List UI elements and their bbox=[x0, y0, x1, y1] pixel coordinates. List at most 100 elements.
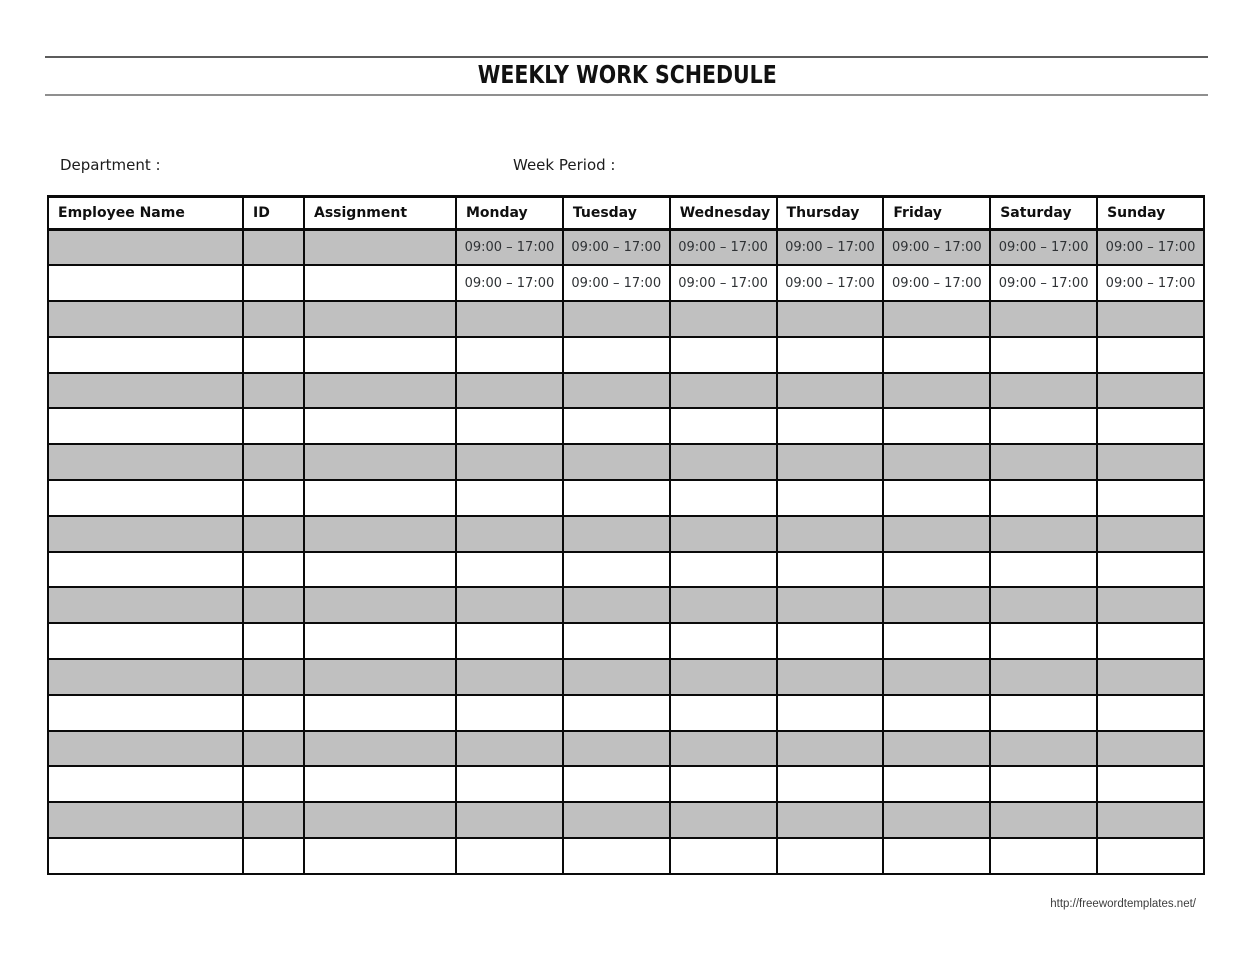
assignment-cell[interactable] bbox=[303, 335, 457, 374]
time-cell[interactable] bbox=[455, 801, 564, 840]
time-cell[interactable] bbox=[1096, 300, 1205, 338]
time-cell[interactable] bbox=[1096, 443, 1205, 482]
employee-name-cell[interactable] bbox=[47, 837, 244, 875]
time-cell[interactable] bbox=[561, 658, 671, 696]
time-cell[interactable] bbox=[561, 837, 671, 875]
time-cell[interactable] bbox=[989, 371, 1099, 410]
employee-name-cell[interactable] bbox=[47, 479, 244, 517]
time-cell[interactable]: 09:00 – 17:00 bbox=[455, 264, 564, 303]
time-cell[interactable] bbox=[1096, 729, 1205, 768]
time-cell[interactable] bbox=[1096, 335, 1205, 374]
time-cell[interactable] bbox=[668, 335, 778, 374]
time-cell[interactable] bbox=[989, 514, 1099, 553]
id-cell[interactable] bbox=[242, 407, 305, 446]
time-cell[interactable] bbox=[989, 765, 1099, 804]
time-cell[interactable] bbox=[775, 729, 885, 768]
time-cell[interactable]: 09:00 – 17:00 bbox=[775, 228, 885, 267]
time-cell[interactable]: 09:00 – 17:00 bbox=[561, 228, 671, 267]
time-cell[interactable] bbox=[1096, 693, 1205, 732]
employee-name-cell[interactable] bbox=[47, 514, 244, 553]
time-cell[interactable] bbox=[561, 335, 671, 374]
id-cell[interactable] bbox=[242, 300, 305, 338]
time-cell[interactable] bbox=[561, 300, 671, 338]
assignment-cell[interactable] bbox=[303, 658, 457, 696]
time-cell[interactable] bbox=[561, 586, 671, 625]
id-cell[interactable] bbox=[242, 228, 305, 267]
time-cell[interactable] bbox=[775, 479, 885, 517]
time-cell[interactable] bbox=[561, 371, 671, 410]
id-cell[interactable] bbox=[242, 335, 305, 374]
time-cell[interactable] bbox=[775, 407, 885, 446]
assignment-cell[interactable] bbox=[303, 300, 457, 338]
time-cell[interactable] bbox=[561, 479, 671, 517]
time-cell[interactable] bbox=[455, 837, 564, 875]
time-cell[interactable] bbox=[455, 765, 564, 804]
time-cell[interactable] bbox=[668, 801, 778, 840]
id-cell[interactable] bbox=[242, 443, 305, 482]
time-cell[interactable] bbox=[455, 622, 564, 661]
id-cell[interactable] bbox=[242, 550, 305, 589]
id-cell[interactable] bbox=[242, 586, 305, 625]
time-cell[interactable] bbox=[455, 693, 564, 732]
time-cell[interactable] bbox=[989, 550, 1099, 589]
time-cell[interactable]: 09:00 – 17:00 bbox=[882, 264, 992, 303]
time-cell[interactable] bbox=[882, 693, 992, 732]
id-cell[interactable] bbox=[242, 264, 305, 303]
time-cell[interactable] bbox=[882, 729, 992, 768]
footer-url-link[interactable]: http://freewordtemplates.net/ bbox=[1050, 898, 1196, 910]
employee-name-cell[interactable] bbox=[47, 407, 244, 446]
time-cell[interactable] bbox=[668, 658, 778, 696]
time-cell[interactable] bbox=[989, 443, 1099, 482]
time-cell[interactable]: 09:00 – 17:00 bbox=[1096, 228, 1205, 267]
time-cell[interactable] bbox=[882, 335, 992, 374]
time-cell[interactable] bbox=[455, 658, 564, 696]
time-cell[interactable] bbox=[1096, 801, 1205, 840]
time-cell[interactable]: 09:00 – 17:00 bbox=[1096, 264, 1205, 303]
time-cell[interactable] bbox=[989, 658, 1099, 696]
time-cell[interactable] bbox=[882, 407, 992, 446]
time-cell[interactable] bbox=[455, 514, 564, 553]
time-cell[interactable] bbox=[668, 407, 778, 446]
time-cell[interactable] bbox=[882, 586, 992, 625]
time-cell[interactable] bbox=[775, 550, 885, 589]
time-cell[interactable] bbox=[989, 479, 1099, 517]
employee-name-cell[interactable] bbox=[47, 550, 244, 589]
time-cell[interactable] bbox=[882, 622, 992, 661]
time-cell[interactable] bbox=[561, 514, 671, 553]
id-cell[interactable] bbox=[242, 765, 305, 804]
time-cell[interactable] bbox=[455, 586, 564, 625]
employee-name-cell[interactable] bbox=[47, 228, 244, 267]
id-cell[interactable] bbox=[242, 729, 305, 768]
employee-name-cell[interactable] bbox=[47, 586, 244, 625]
time-cell[interactable] bbox=[668, 300, 778, 338]
assignment-cell[interactable] bbox=[303, 765, 457, 804]
assignment-cell[interactable] bbox=[303, 443, 457, 482]
time-cell[interactable] bbox=[455, 479, 564, 517]
assignment-cell[interactable] bbox=[303, 550, 457, 589]
time-cell[interactable] bbox=[1096, 407, 1205, 446]
time-cell[interactable]: 09:00 – 17:00 bbox=[668, 228, 778, 267]
time-cell[interactable] bbox=[668, 837, 778, 875]
employee-name-cell[interactable] bbox=[47, 622, 244, 661]
assignment-cell[interactable] bbox=[303, 837, 457, 875]
time-cell[interactable] bbox=[668, 693, 778, 732]
time-cell[interactable] bbox=[989, 300, 1099, 338]
time-cell[interactable] bbox=[1096, 586, 1205, 625]
time-cell[interactable] bbox=[775, 801, 885, 840]
id-cell[interactable] bbox=[242, 837, 305, 875]
assignment-cell[interactable] bbox=[303, 729, 457, 768]
employee-name-cell[interactable] bbox=[47, 300, 244, 338]
time-cell[interactable] bbox=[775, 514, 885, 553]
time-cell[interactable] bbox=[455, 729, 564, 768]
assignment-cell[interactable] bbox=[303, 693, 457, 732]
time-cell[interactable] bbox=[775, 586, 885, 625]
time-cell[interactable] bbox=[561, 765, 671, 804]
time-cell[interactable]: 09:00 – 17:00 bbox=[561, 264, 671, 303]
time-cell[interactable] bbox=[775, 693, 885, 732]
time-cell[interactable]: 09:00 – 17:00 bbox=[668, 264, 778, 303]
time-cell[interactable] bbox=[1096, 837, 1205, 875]
employee-name-cell[interactable] bbox=[47, 765, 244, 804]
time-cell[interactable] bbox=[775, 443, 885, 482]
time-cell[interactable] bbox=[455, 371, 564, 410]
time-cell[interactable] bbox=[561, 729, 671, 768]
